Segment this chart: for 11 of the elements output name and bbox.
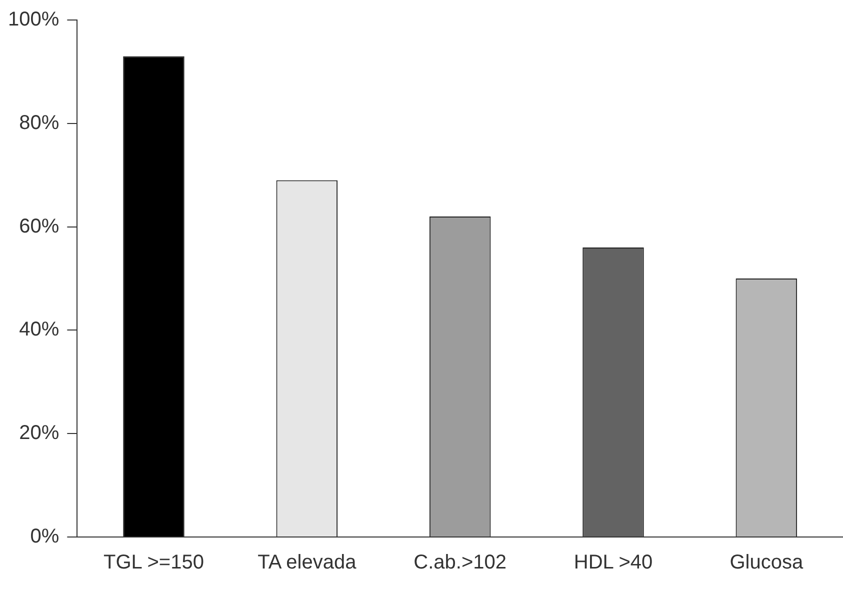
x-tick-label: Glucosa xyxy=(730,552,804,574)
x-tick-label: TGL >=150 xyxy=(104,552,204,574)
y-tick-label: 100% xyxy=(8,8,60,31)
x-tick-label: TA elevada xyxy=(258,552,358,574)
x-tick-label: C.ab.>102 xyxy=(414,552,507,574)
y-tick-label: 60% xyxy=(19,215,60,238)
x-tick-label: HDL >40 xyxy=(574,552,653,574)
y-tick-label: 40% xyxy=(19,318,60,341)
y-tick-label: 0% xyxy=(30,526,60,548)
y-tick-label: 20% xyxy=(19,422,60,444)
y-tick-label: 80% xyxy=(19,112,60,134)
